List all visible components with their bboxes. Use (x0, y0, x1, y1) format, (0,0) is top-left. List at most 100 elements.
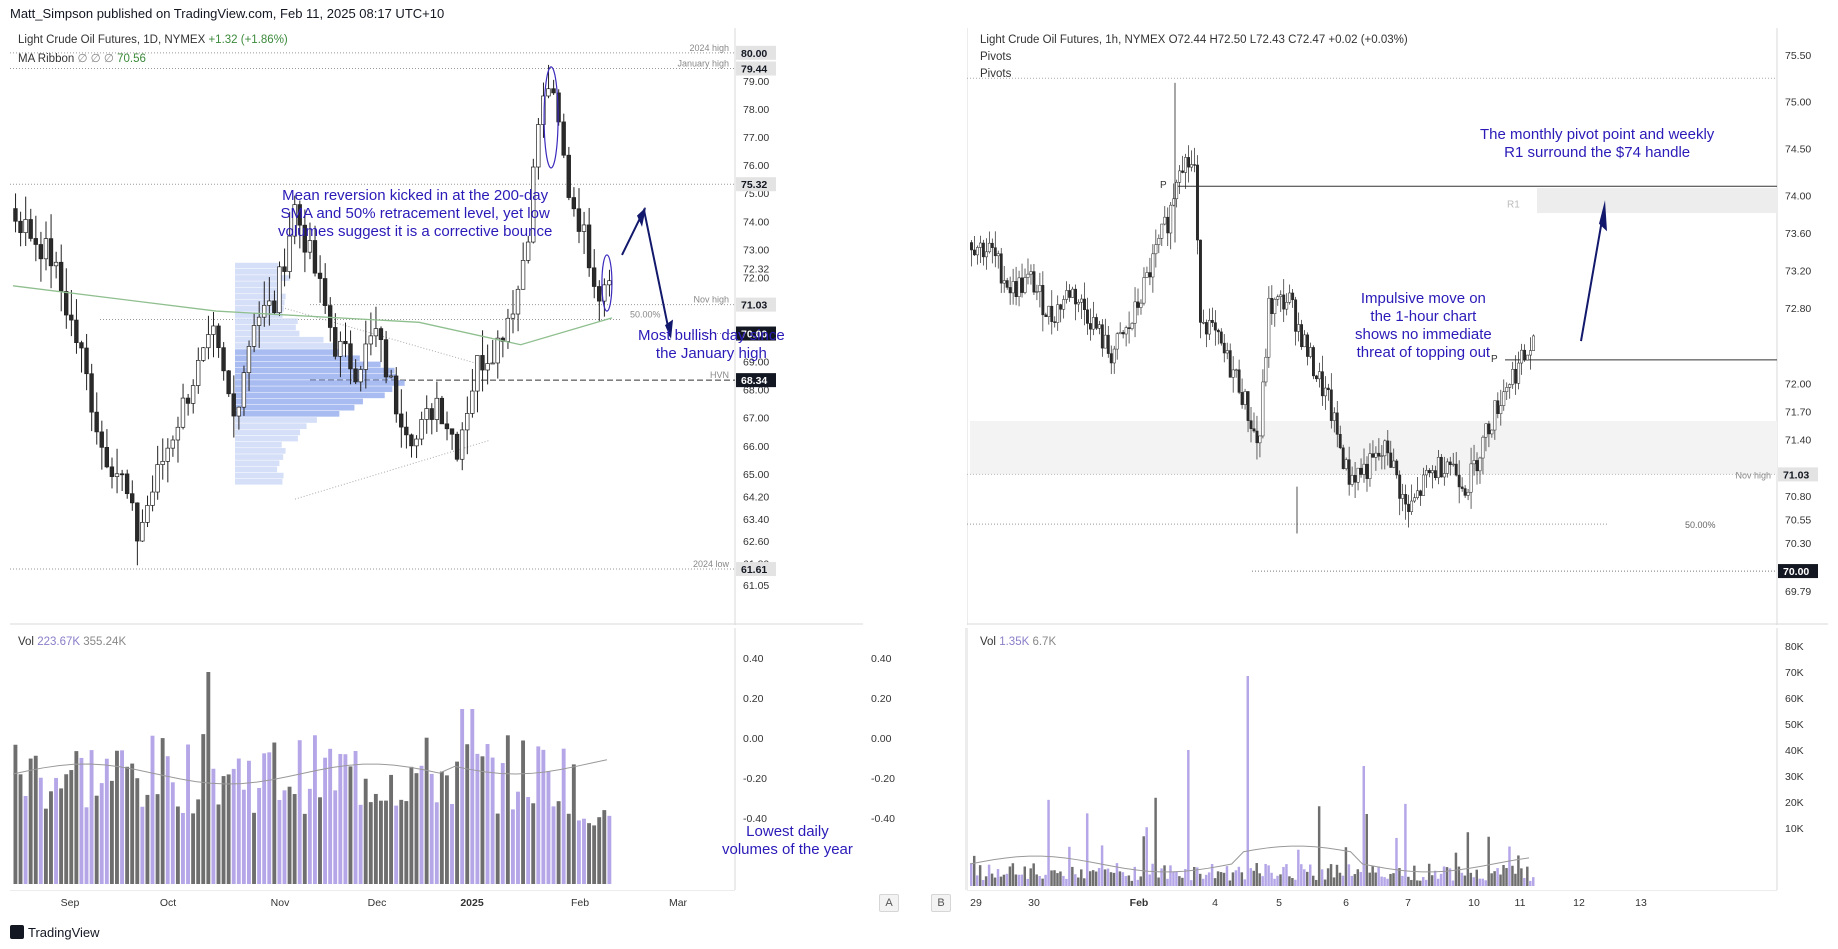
right-candle (1091, 301, 1095, 336)
right-volume-bar (1038, 876, 1041, 886)
right-volume-bar (1026, 878, 1029, 886)
right-volume-bar (1311, 875, 1315, 886)
left-volume-bar (444, 775, 449, 884)
right-candle (1234, 368, 1238, 378)
left-candle (195, 347, 201, 394)
left-volume-bar (160, 738, 165, 884)
right-volume-bar (1377, 866, 1380, 886)
volume-profile-bar (235, 398, 363, 405)
left-volume-bar (541, 749, 546, 884)
right-volume-bar (1047, 799, 1050, 886)
right-volume-bar (1282, 866, 1285, 886)
right-candle (1157, 234, 1161, 254)
right-volume-bar (1249, 868, 1252, 886)
volume-profile-bar (235, 435, 298, 442)
right-candle (1401, 483, 1405, 512)
right-price-chart[interactable]: 75.5075.0074.5074.0073.6073.2072.8072.47… (967, 28, 1828, 625)
right-chart-ohlc: O72.44 H72.50 L72.43 C72.47 +0.02 (+0.03… (1168, 34, 1408, 46)
right-candle (1419, 489, 1422, 506)
right-candle (1023, 268, 1027, 295)
left-candle (211, 311, 216, 358)
left-volume-bar (450, 804, 454, 884)
right-candle (1332, 407, 1336, 433)
left-candle (338, 331, 343, 378)
right-candle (1017, 270, 1021, 307)
right-volume-chart[interactable]: 80K 70K 60K 50K 40K 30K 20K 10K (967, 628, 1828, 890)
right-candle (1222, 334, 1226, 363)
projection-arrow-head-up (637, 207, 646, 227)
left-price-chart[interactable]: 80.0079.0078.0077.0076.0075.0074.0073.00… (10, 28, 863, 625)
right-candle (1065, 281, 1069, 304)
left-candle (490, 339, 495, 365)
left-candle (140, 509, 145, 542)
left-candle (444, 411, 450, 441)
right-candle (1347, 446, 1351, 496)
left-volume-bar (236, 758, 241, 884)
left-volume-bar (74, 751, 79, 884)
pivots-legend-2: Pivots (980, 68, 1012, 80)
bullish-day-ellipse (601, 254, 613, 312)
left-candle (515, 285, 521, 332)
left-candle (23, 196, 28, 246)
right-volume-bar (1419, 880, 1422, 886)
right-volume-bar (1332, 877, 1336, 886)
right-candle (1481, 435, 1485, 475)
right-candle (1374, 446, 1378, 471)
volume-profile-bar (235, 299, 285, 306)
lowest-volume-note: Lowest daily volumes of the year (722, 823, 853, 858)
right-volume-bar (1029, 868, 1032, 886)
right-volume-bar (1303, 869, 1306, 886)
right-volume-bar (990, 873, 994, 886)
right-vol-tick: 50K (1785, 719, 1804, 731)
right-volume-bar (1085, 813, 1089, 886)
left-volume-bar (576, 820, 581, 884)
right-volume-bar (1225, 866, 1229, 886)
left-osc-tick: 0.40 (743, 653, 764, 665)
right-price-tick: 75.00 (1785, 97, 1811, 109)
right-candle (1032, 264, 1036, 296)
right-time-label: 11 (1515, 897, 1526, 909)
right-volume-bar (1139, 876, 1142, 886)
left-volume-chart[interactable]: 0.40 0.20 0.00 -0.20 -0.40 (10, 628, 863, 890)
left-candle (160, 438, 165, 480)
left-volume-bar (480, 756, 485, 884)
left-volume-bar (186, 744, 190, 884)
right-candle (1329, 373, 1333, 429)
right-candle (1454, 451, 1458, 477)
left-volume-ma-line (12, 759, 608, 785)
right-volume-bar (1068, 846, 1071, 886)
right-candle (1225, 342, 1229, 360)
left-volume-bar (592, 825, 597, 884)
right-volume-bar (1228, 880, 1232, 886)
weekly-pivot-label: P (1491, 354, 1498, 365)
left-time-axis[interactable]: Sep Oct Nov Dec 2025 Feb Mar (10, 890, 863, 914)
right-volume-bar (1166, 878, 1169, 886)
left-candle (64, 268, 69, 329)
right-candle (1520, 343, 1524, 375)
left-candle (404, 411, 409, 449)
right-volume-bar (1148, 874, 1151, 886)
auto-scale-button[interactable]: A (879, 894, 899, 912)
left-candle (571, 187, 577, 217)
left-volume-bar (201, 734, 206, 884)
right-volume-bar (1210, 863, 1214, 886)
left-candle (607, 269, 612, 297)
right-time-axis[interactable]: 29 30 Feb 4 5 6 7 10 11 12 13 (967, 890, 1828, 914)
right-volume-bar (1219, 872, 1223, 886)
right-volume-bar (1157, 877, 1160, 886)
left-volume-bar (221, 776, 226, 884)
right-candle (1062, 295, 1066, 319)
ma-ribbon-params: ∅ ∅ ∅ (77, 53, 114, 65)
right-candle (1106, 325, 1110, 358)
right-candle (1273, 297, 1277, 327)
left-candle (48, 214, 54, 289)
right-candle (981, 239, 985, 266)
left-price-tick: 68.00 (743, 385, 769, 397)
left-volume-bar (150, 735, 155, 884)
middle-osc-tick: 0.20 (871, 693, 892, 705)
right-volume-bar (1469, 872, 1473, 886)
left-volume-bar (531, 803, 536, 884)
scale-b-button[interactable]: B (931, 894, 951, 912)
right-candle (1133, 287, 1137, 338)
right-volume-bar (1329, 864, 1333, 886)
